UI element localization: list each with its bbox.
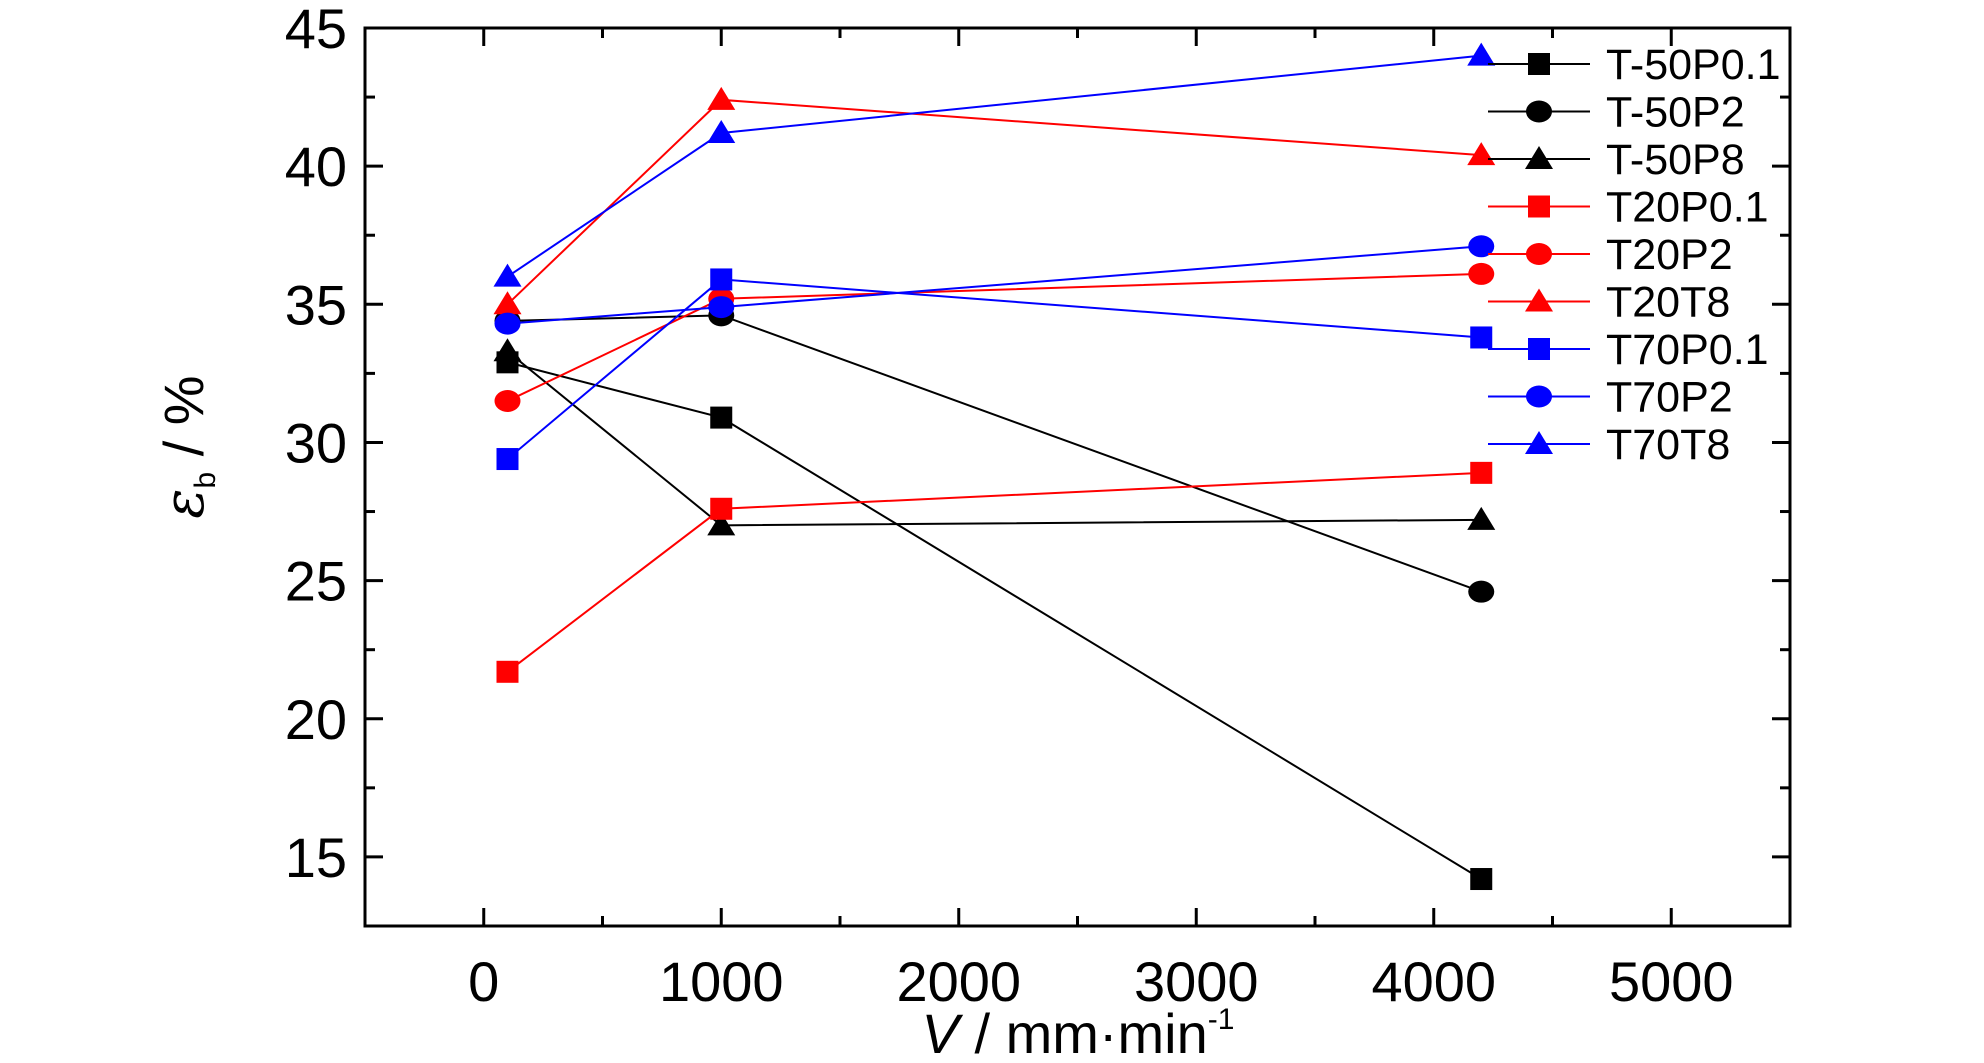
data-point (707, 86, 736, 110)
legend-item: T-50P2 (1488, 89, 1745, 137)
legend-marker (1525, 288, 1553, 312)
x-axis-unit: mm·min (1006, 1002, 1208, 1063)
legend-marker (1526, 100, 1552, 123)
series-T70P0.1 (496, 268, 1493, 471)
series-T70P2 (494, 235, 1495, 335)
data-point (1470, 461, 1493, 484)
data-point (710, 268, 733, 291)
legend-marker (1528, 53, 1550, 75)
series-line (507, 361, 1482, 880)
y-tick-label: 40 (285, 135, 347, 198)
legend-marker (1525, 431, 1553, 454)
legend-item: T-50P0.1 (1488, 41, 1781, 89)
y-axis-title: εb / % (152, 375, 222, 518)
legend-item: T70P0.1 (1488, 326, 1769, 374)
legend-label: T20P2 (1606, 231, 1733, 279)
series-line (506, 98, 1482, 306)
y-axis-variable: ε (152, 489, 217, 519)
series-T-50P2 (494, 304, 1495, 603)
series-line (506, 350, 1482, 527)
y-tick-label: 45 (285, 0, 347, 60)
legend-item: T70T8 (1488, 421, 1730, 469)
y-tick-label: 25 (285, 550, 347, 613)
legend-label: T-50P8 (1606, 136, 1745, 184)
legend-label: T70P2 (1606, 374, 1733, 422)
x-tick-label: 1000 (659, 950, 784, 1013)
series-line (506, 54, 1482, 278)
plot-frame (363, 26, 1792, 928)
series-T70T8 (493, 42, 1496, 287)
legend-marker (1525, 146, 1553, 169)
series-line (507, 245, 1482, 325)
series-line (506, 471, 1482, 673)
series-T-50P0.1 (496, 351, 1493, 891)
data-point (1470, 868, 1493, 891)
data-point (496, 660, 519, 683)
legend-marker (1526, 385, 1552, 408)
series-line (506, 278, 1482, 460)
legend-label: T-50P0.1 (1606, 41, 1781, 89)
x-axis-title: V / mm·min-1 (922, 1002, 1235, 1063)
data-point (496, 448, 519, 471)
x-tick-label: 4000 (1371, 950, 1496, 1013)
data-point (493, 263, 522, 287)
legend-label: T20T8 (1606, 279, 1730, 327)
data-point (494, 312, 521, 335)
legend-item: T20P0.1 (1488, 184, 1769, 232)
data-point (493, 291, 522, 315)
data-point (710, 497, 733, 520)
legend-item: T70P2 (1488, 374, 1733, 422)
data-point (710, 406, 733, 429)
y-tick-label: 35 (285, 273, 347, 336)
series-layer (493, 42, 1496, 891)
legend-marker (1528, 195, 1550, 218)
data-point (493, 338, 522, 362)
x-tick-label: 2000 (896, 950, 1021, 1013)
data-point (708, 296, 735, 319)
data-point (1468, 235, 1495, 258)
legend-marker (1528, 338, 1550, 360)
data-point (1467, 42, 1496, 66)
y-axis-unit: % (152, 375, 215, 425)
legend-label: T-50P2 (1606, 89, 1745, 137)
x-axis-exponent: -1 (1208, 1003, 1235, 1036)
x-axis-variable: V (922, 1002, 964, 1063)
x-tick-label: 0 (468, 950, 499, 1013)
y-tick-label: 30 (285, 411, 347, 474)
data-point (707, 119, 736, 143)
legend-label: T70T8 (1606, 421, 1730, 469)
y-tick-label: 20 (285, 688, 347, 751)
series-line (507, 314, 1482, 593)
data-point (1467, 506, 1496, 530)
x-tick-label: 3000 (1134, 950, 1259, 1013)
series-T-50P8 (493, 338, 1496, 536)
legend-item: T-50P8 (1488, 136, 1745, 184)
series-T20T8 (493, 86, 1496, 315)
data-point (1468, 262, 1495, 285)
data-point (707, 512, 736, 536)
legend: T-50P0.1T-50P2T-50P8T20P0.1T20P2T20T8T70… (1488, 41, 1781, 469)
y-tick-label: 15 (285, 826, 347, 889)
legend-label: T20P0.1 (1606, 184, 1769, 232)
x-tick-label: 5000 (1609, 950, 1734, 1013)
legend-marker (1526, 243, 1552, 265)
legend-item: T20T8 (1488, 279, 1730, 327)
legend-item: T20P2 (1488, 231, 1733, 279)
series-T20P0.1 (496, 461, 1493, 683)
legend-label: T70P0.1 (1606, 326, 1769, 374)
y-axis-subscript: b (189, 472, 222, 489)
axis-ticks: 0 1000 2000 3000 4000 5000 15 20 25 30 35 40 45 (285, 0, 1790, 1013)
data-point (1470, 326, 1493, 349)
data-point (1468, 580, 1495, 603)
data-point (494, 390, 521, 413)
